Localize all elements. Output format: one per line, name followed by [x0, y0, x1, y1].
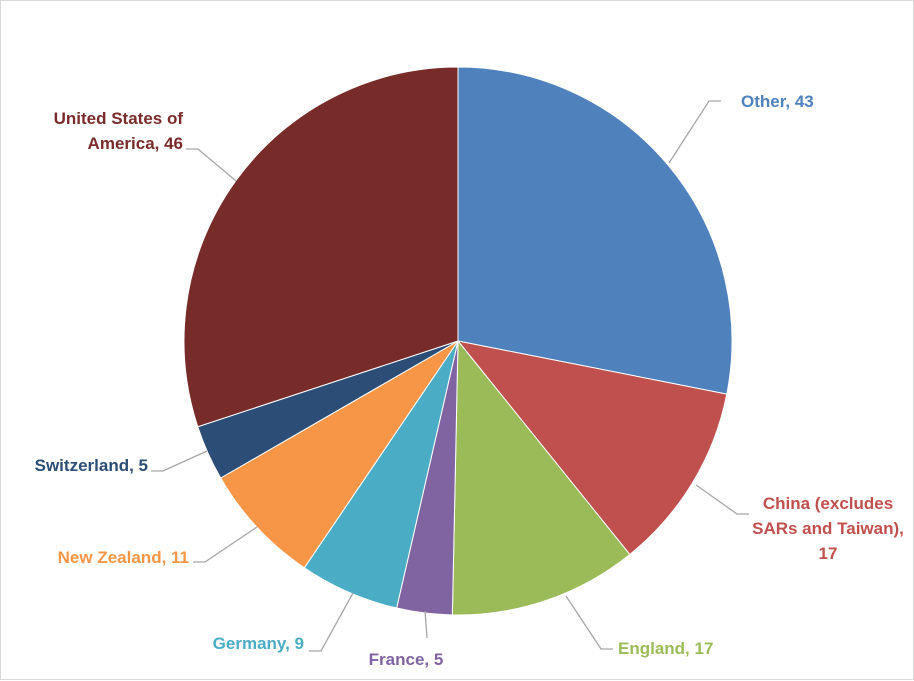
pie-slice-china-excludes-sars-and-taiwan	[456, 340, 728, 556]
leader-lines	[151, 100, 749, 652]
data-label-germany: Germany, 9	[213, 634, 304, 653]
pie-slice-england	[451, 339, 631, 616]
pie-slices	[183, 66, 733, 616]
leader-line-china-excludes-sars-and-taiwan	[695, 484, 749, 515]
data-label-china-excludes-sars-and-taiwan: China (excludes SARs and Taiwan), 17	[752, 494, 904, 563]
data-label-switzerland: Switzerland, 5	[35, 456, 148, 475]
leader-line-switzerland	[151, 450, 208, 472]
leader-line-united-states-of-america	[186, 148, 237, 182]
data-labels: Other, 43 China (excludes SARs and Taiwan)…	[35, 92, 904, 669]
leader-line-germany	[309, 592, 354, 652]
data-label-united-states-of-america: United States of America, 46	[54, 109, 184, 153]
leader-line-france	[424, 610, 428, 639]
pie-slice-other	[457, 66, 733, 395]
data-label-other: Other, 43	[741, 92, 814, 111]
leader-line-other	[668, 100, 721, 164]
data-label-new-zealand: New Zealand, 11	[58, 548, 189, 567]
leader-line-new-zealand	[193, 526, 258, 563]
data-label-england: England, 17	[618, 639, 713, 658]
data-label-france: France, 5	[369, 650, 444, 669]
pie-slice-new-zealand	[220, 340, 459, 569]
leader-line-england	[565, 595, 613, 650]
